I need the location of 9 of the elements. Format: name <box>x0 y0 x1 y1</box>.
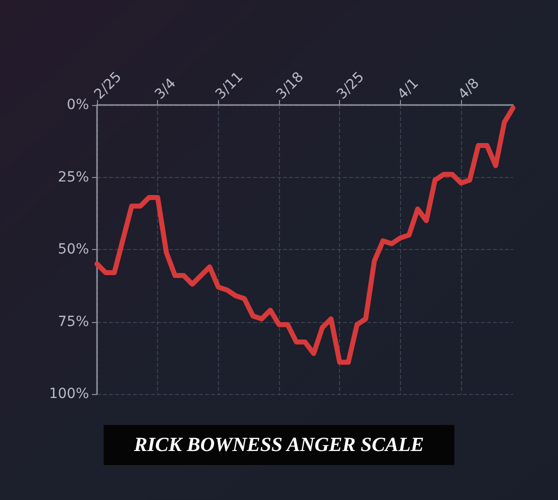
x-tick-label: 3/4 <box>152 75 180 103</box>
y-tick-label: 75% <box>58 314 89 330</box>
x-tick-label: 4/1 <box>394 75 422 103</box>
y-tick-label: 100% <box>48 386 89 402</box>
y-tick-label: 0% <box>66 97 89 113</box>
y-tick-label: 50% <box>58 242 89 258</box>
x-tick-label: 4/8 <box>455 75 483 103</box>
text: RICK BOWNESS ANGER SCALE <box>133 434 424 456</box>
y-tick-label: 25% <box>58 169 89 186</box>
